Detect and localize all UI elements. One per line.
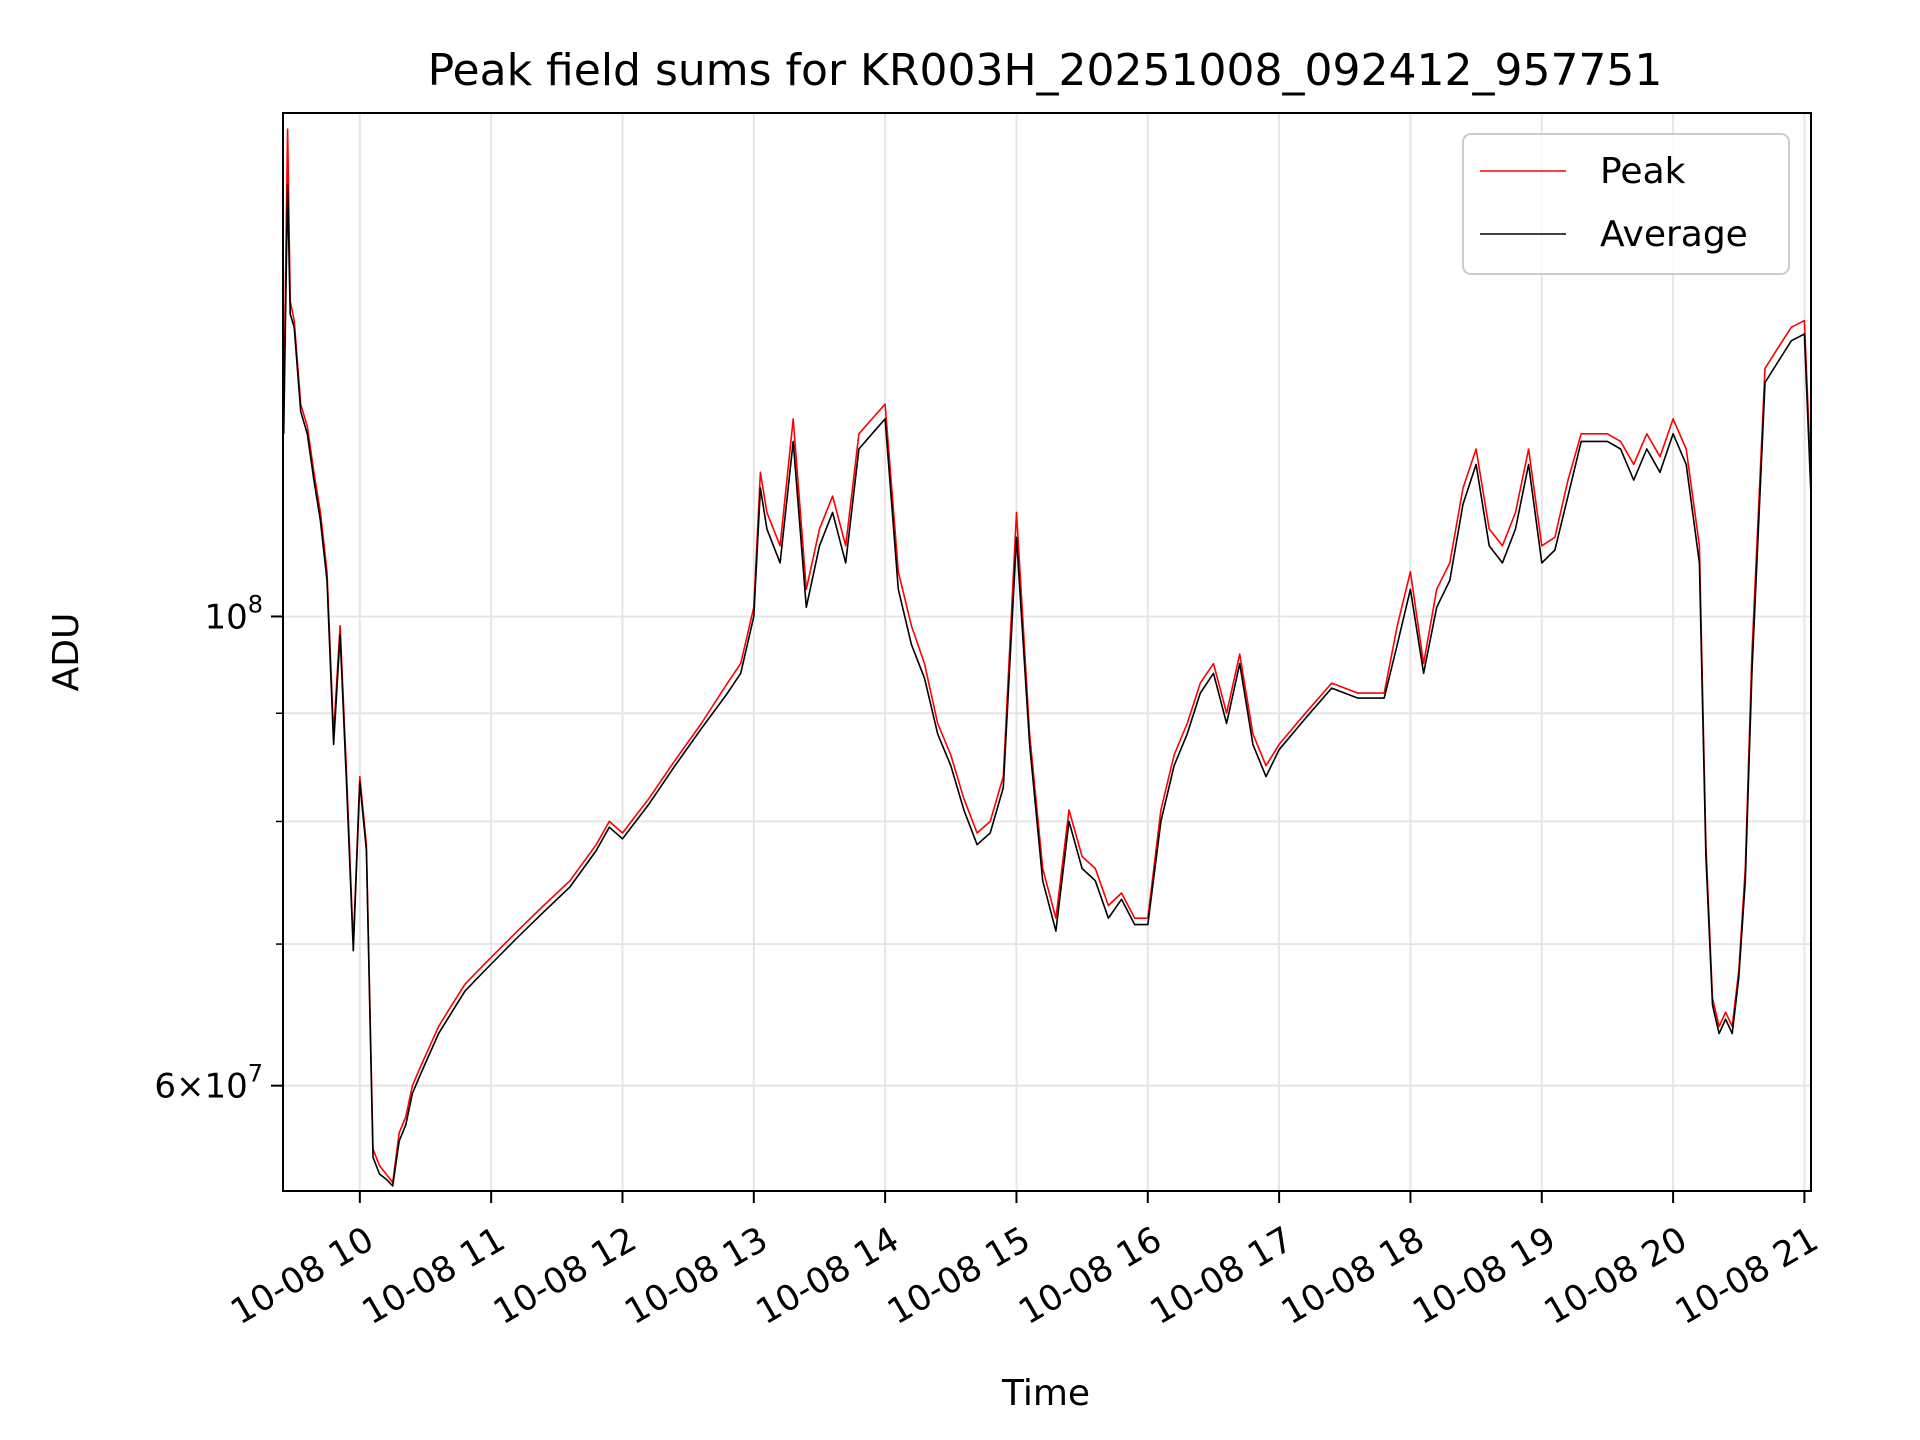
y-axis-ticks: 108 6×107: [154, 590, 283, 1107]
legend-average-label: Average: [1600, 214, 1748, 255]
plot-frame: [282, 112, 1812, 1192]
y-tick-label: 6×107: [154, 1060, 263, 1107]
y-axis-label: ADU: [46, 613, 87, 692]
legend-box: [1462, 133, 1790, 275]
series-layer: [283, 128, 1811, 1187]
series-line-average: [283, 184, 1811, 1187]
legend-peak-label: Peak: [1600, 151, 1686, 192]
y-tick-label: 108: [204, 590, 263, 637]
legend: Peak Average: [1462, 133, 1790, 275]
series-line-peak: [283, 128, 1811, 1184]
grid-lines: [283, 113, 1811, 1191]
x-axis-label: Time: [1001, 1373, 1090, 1414]
chart-title: Peak field sums for KR003H_20251008_0924…: [428, 45, 1663, 96]
